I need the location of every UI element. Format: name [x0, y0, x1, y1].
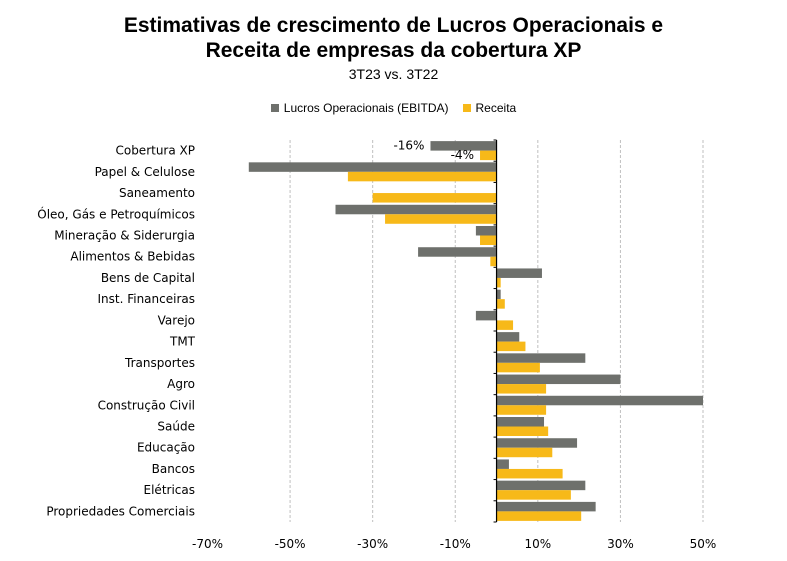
bar-receita	[496, 426, 549, 436]
category-label: Varejo	[158, 313, 195, 327]
category-label: Educação	[137, 441, 195, 455]
category-label: Propriedades Comerciais	[46, 504, 195, 518]
bar-receita	[372, 193, 497, 203]
legend: Lucros Operacionais (EBITDA) Receita	[0, 101, 787, 115]
bar-receita	[496, 320, 514, 330]
category-label: Inst. Financeiras	[97, 292, 195, 306]
data-label: -16%	[393, 139, 424, 153]
bar-ebitda	[496, 374, 621, 385]
bar-ebitda	[496, 268, 542, 278]
legend-swatch-receita	[462, 104, 471, 112]
legend-label-ebitda: Lucros Operacionais (EBITDA)	[283, 101, 449, 115]
category-label: Óleo, Gás e Petroquímicos	[37, 206, 195, 221]
chart-subtitle: 3T23 vs. 3T22	[348, 66, 439, 82]
bar-receita	[496, 405, 547, 415]
bar-ebitda	[335, 204, 497, 215]
bar-ebitda	[496, 332, 520, 342]
category-label: Cobertura XP	[115, 144, 195, 158]
bar-ebitda	[496, 289, 501, 300]
bar-receita	[480, 235, 497, 245]
bar-receita	[496, 341, 526, 352]
x-tick-label: 30%	[607, 537, 634, 551]
legend-item-receita: Receita	[462, 101, 517, 115]
category-label: Bens de Capital	[101, 271, 195, 285]
category-label: Construção Civil	[98, 398, 195, 412]
legend-label-receita: Receita	[475, 101, 517, 115]
bar-ebitda	[248, 162, 497, 172]
bar-receita	[496, 277, 501, 288]
category-label: Bancos	[152, 462, 195, 476]
x-tick-label: 50%	[690, 537, 717, 551]
bar-receita	[496, 468, 563, 479]
bar-receita	[496, 384, 547, 394]
x-tick-label: 10%	[524, 537, 551, 551]
bar-ebitda	[496, 353, 586, 363]
bar-receita	[496, 447, 553, 458]
data-label: -4%	[451, 148, 474, 162]
bar-ebitda	[496, 395, 703, 406]
bar-ebitda	[496, 501, 596, 512]
x-tick-label: -30%	[357, 537, 388, 551]
bar-ebitda	[475, 310, 497, 321]
category-label: Alimentos & Bebidas	[70, 250, 195, 264]
category-label: Elétricas	[144, 483, 195, 497]
bar-receita	[480, 150, 497, 161]
chart-title-line-2: Receita de empresas da cobertura XP	[205, 39, 582, 62]
bar-ebitda	[418, 247, 497, 257]
bar-receita	[496, 511, 582, 521]
category-label: TMT	[169, 335, 196, 349]
category-label: Mineração & Siderurgia	[54, 229, 195, 243]
category-label: Agro	[167, 377, 195, 391]
x-tick-label: -10%	[440, 537, 471, 551]
bar-receita	[496, 299, 505, 309]
bar-ebitda	[475, 226, 497, 236]
bar-receita	[496, 490, 571, 500]
bar-receita	[496, 362, 540, 373]
category-label: Saúde	[157, 420, 195, 434]
bar-ebitda	[496, 459, 509, 469]
bar-ebitda	[430, 141, 497, 151]
bar-ebitda	[496, 438, 578, 448]
bar-ebitda	[496, 417, 545, 427]
chart-title-line-1: Estimativas de crescimento de Lucros Ope…	[123, 14, 664, 37]
bar-receita	[385, 214, 497, 224]
category-label: Transportes	[124, 356, 195, 370]
category-label: Saneamento	[119, 186, 195, 200]
bar-receita	[490, 256, 497, 267]
category-label: Papel & Celulose	[95, 165, 195, 179]
x-tick-label: -50%	[275, 537, 306, 551]
bar-ebitda	[496, 480, 586, 491]
legend-item-ebitda: Lucros Operacionais (EBITDA)	[270, 101, 449, 115]
x-tick-label: -70%	[192, 537, 223, 551]
bar-receita	[347, 171, 497, 182]
legend-swatch-ebitda	[270, 104, 279, 112]
